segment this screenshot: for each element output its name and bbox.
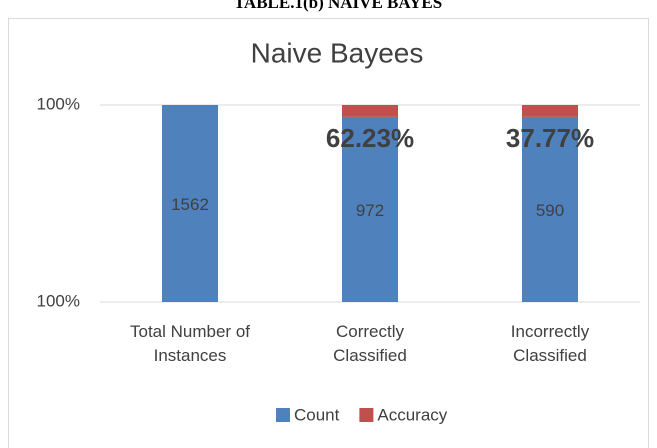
chart-border bbox=[8, 18, 649, 448]
bar-segment bbox=[342, 105, 398, 117]
value-label: 972 bbox=[356, 201, 384, 220]
bar-segment bbox=[342, 116, 398, 302]
value-label: 1562 bbox=[171, 195, 209, 214]
x-tick-label: Correctly Classified bbox=[333, 322, 407, 365]
heading: TABLE.1(b) NAIVE BAYES bbox=[234, 0, 442, 12]
legend-swatch bbox=[276, 408, 290, 422]
y-tick-label: 100% bbox=[37, 291, 80, 310]
x-tick-label: Total Number of Instances bbox=[130, 322, 250, 365]
legend-label: Count bbox=[294, 405, 340, 424]
x-tick-label: Incorrectly Classified bbox=[510, 322, 590, 365]
legend-label: Accuracy bbox=[377, 405, 447, 424]
y-tick-label: 100% bbox=[37, 94, 80, 113]
value-label: 62.23% bbox=[326, 123, 414, 153]
bar-segment bbox=[522, 105, 578, 117]
legend-swatch bbox=[359, 408, 374, 422]
bar-segment bbox=[522, 116, 578, 302]
bar-segment bbox=[162, 105, 218, 302]
value-label: 37.77% bbox=[506, 123, 594, 153]
chart-title: Naive Bayees bbox=[251, 37, 424, 68]
value-label: 590 bbox=[536, 201, 564, 220]
